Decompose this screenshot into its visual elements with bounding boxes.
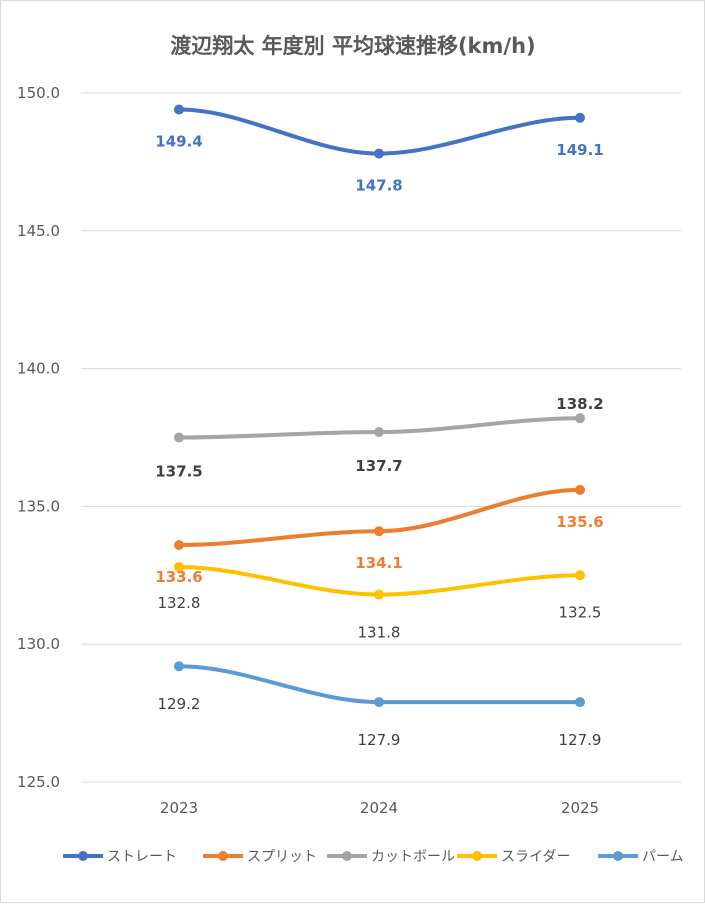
y-tick-label: 130.0 bbox=[17, 635, 60, 653]
data-point bbox=[374, 526, 384, 537]
data-label: 149.1 bbox=[556, 141, 603, 159]
data-point bbox=[174, 661, 184, 672]
y-axis: 125.0 130.0 135.0 140.0 145.0 150.0 bbox=[17, 84, 60, 791]
data-point bbox=[374, 697, 384, 708]
grid-lines bbox=[81, 92, 681, 783]
legend-marker bbox=[218, 851, 228, 861]
data-label: 138.2 bbox=[556, 395, 603, 413]
data-point bbox=[575, 697, 585, 708]
legend-marker bbox=[342, 851, 352, 861]
data-point bbox=[575, 484, 585, 495]
y-tick-label: 135.0 bbox=[17, 497, 60, 515]
data-label: 137.7 bbox=[355, 457, 402, 475]
legend-label: カットボール bbox=[371, 849, 455, 865]
data-label: 131.8 bbox=[358, 624, 401, 642]
data-point bbox=[575, 413, 585, 424]
data-point bbox=[575, 112, 585, 123]
data-point bbox=[174, 539, 184, 550]
data-label: 133.6 bbox=[155, 568, 202, 586]
data-point bbox=[174, 432, 184, 443]
y-tick-label: 150.0 bbox=[17, 84, 60, 102]
data-label: 127.9 bbox=[358, 731, 401, 749]
legend: ストレート スプリット カットボール スライダー パーム bbox=[63, 849, 684, 865]
data-point bbox=[174, 562, 184, 573]
data-labels: 149.4 147.8 149.1 133.6 134.1 135.6 137.5 137.7… bbox=[155, 133, 603, 750]
series-line bbox=[177, 487, 582, 547]
legend-marker bbox=[613, 851, 623, 861]
data-point bbox=[575, 570, 585, 581]
data-label: 132.8 bbox=[158, 594, 201, 612]
series-line bbox=[177, 107, 582, 156]
data-point bbox=[374, 426, 384, 437]
data-label: 129.2 bbox=[158, 695, 201, 713]
data-label: 127.9 bbox=[559, 731, 602, 749]
x-tick-label: 2024 bbox=[360, 799, 398, 817]
legend-marker bbox=[472, 851, 482, 861]
y-tick-label: 140.0 bbox=[17, 360, 60, 378]
data-label: 134.1 bbox=[355, 554, 402, 572]
data-label: 132.5 bbox=[559, 603, 602, 621]
chart-title: 渡辺翔太 年度別 平均球速推移(km/h) bbox=[170, 34, 535, 58]
data-label: 137.5 bbox=[155, 463, 202, 481]
data-point bbox=[174, 104, 184, 115]
x-tick-label: 2025 bbox=[561, 799, 599, 817]
legend-label: スプリット bbox=[247, 849, 317, 865]
data-label: 149.4 bbox=[155, 133, 202, 151]
legend-marker bbox=[78, 851, 88, 861]
legend-label: パーム bbox=[642, 849, 684, 865]
y-tick-label: 125.0 bbox=[17, 773, 60, 791]
data-label: 135.6 bbox=[556, 513, 603, 531]
data-point bbox=[374, 148, 384, 159]
x-axis: 2023 2024 2025 bbox=[160, 799, 599, 817]
legend-label: スライダー bbox=[501, 849, 570, 865]
legend-item: カットボール bbox=[327, 849, 455, 865]
legend-item: スライダー bbox=[457, 849, 570, 865]
series-group bbox=[174, 104, 585, 708]
x-tick-label: 2023 bbox=[160, 799, 198, 817]
legend-item: パーム bbox=[598, 849, 684, 865]
series-line bbox=[177, 664, 582, 705]
data-point bbox=[374, 589, 384, 600]
legend-item: スプリット bbox=[203, 849, 317, 865]
y-tick-label: 145.0 bbox=[17, 222, 60, 240]
data-label: 147.8 bbox=[355, 177, 402, 195]
legend-label: ストレート bbox=[107, 849, 177, 865]
legend-item: ストレート bbox=[63, 849, 177, 865]
